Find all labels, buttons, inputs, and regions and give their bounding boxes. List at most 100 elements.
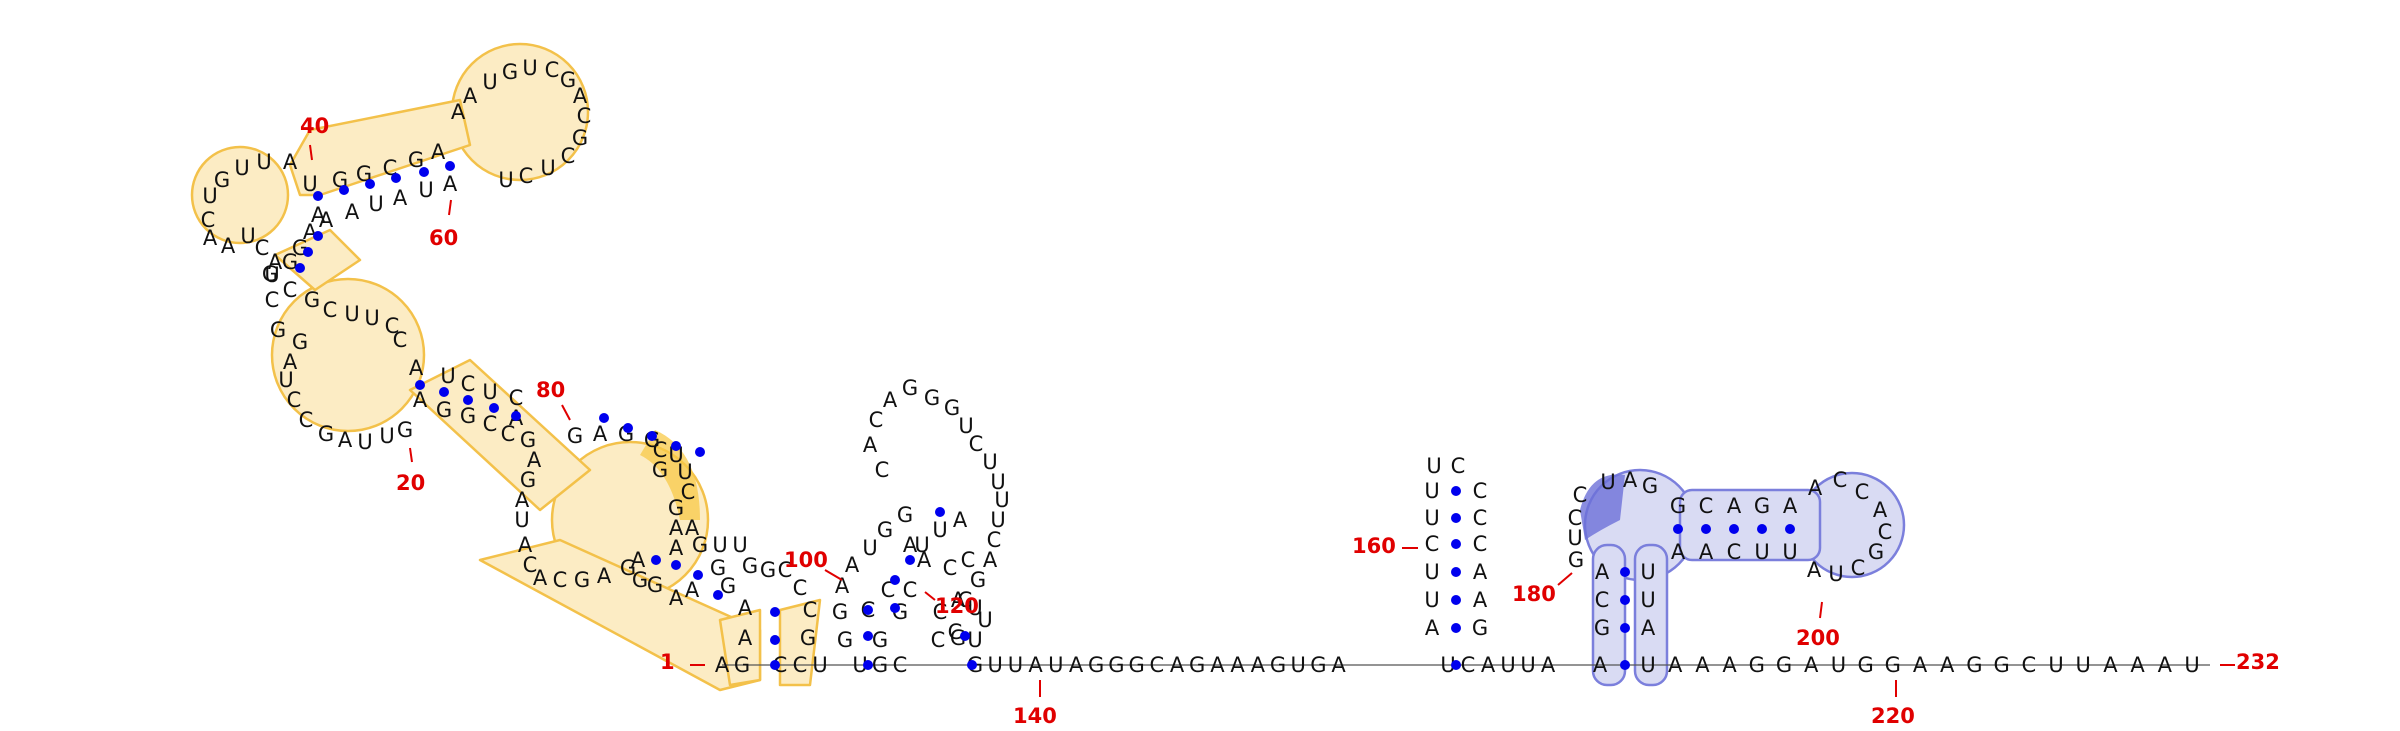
nucleotide-e04: G [710,556,726,580]
nucleotide-m06: A [669,516,684,540]
nucleotide-s27: A [311,203,326,227]
nucleotide-h09: U [712,533,727,557]
nucleotide-n004: C [1568,506,1583,530]
nucleotide-n017: C [1699,494,1714,518]
nucleotide-v11: G [970,568,986,592]
tick-20 [409,447,413,463]
nucleotide-m12: C [1473,532,1488,556]
base-pair-dot [695,447,705,457]
number-220: 220 [1871,704,1915,728]
nucleotide-y12: A [1940,653,1955,677]
base-pair-dot [647,431,657,441]
nucleotide-y11: A [1913,653,1928,677]
nucleotide-q12: A [443,172,458,196]
nucleotide-n014: A [1623,468,1638,492]
numbering-ticks [309,144,2235,697]
base-pair-dot [1451,623,1461,633]
nucleotide-n011: U [1640,588,1655,612]
number-232: 232 [2236,650,2280,674]
nucleotide-s16: C [299,408,314,432]
nucleotide-h16: C [501,422,516,446]
nucleotide-h02: G [800,626,816,650]
nucleotide-t13: A [1210,653,1225,677]
base-pair-dot [391,173,401,183]
nucleotide-x17: A [903,533,918,557]
nucleotide-v08: U [990,508,1005,532]
nucleotide-q13: A [451,100,466,124]
base-pair-dot [419,167,429,177]
nucleotide-q10: A [393,186,408,210]
nucleotide-n018: A [1727,494,1742,518]
nucleotide-q19: G [560,68,576,92]
nucleotide-n003: C [1573,483,1588,507]
nucleotide-v07: U [994,488,1009,512]
nucleotide-x27: C [1451,454,1466,478]
number-80: 80 [536,378,565,402]
nucleotide-s02: U [440,364,455,388]
nucleotide-s15: G [318,422,334,446]
nucleotide-h05: C [778,558,793,582]
nucleotide-s21: G [270,318,286,342]
nucleotide-y05: G [1472,616,1488,640]
nucleotide-u01: U [852,653,867,677]
nucleotide-w05: A [1541,653,1556,677]
nucleotide-v03: U [958,414,973,438]
nucleotide-q27: G [262,262,278,286]
position-numbers: 1 20 40 60 80 100 120 140 160 180 200 22… [300,114,2280,728]
tick-60 [448,199,452,216]
nucleotide-y05: G [1749,653,1765,677]
nucleotide-s17: C [287,388,302,412]
nucleotide-y03: A [1695,653,1710,677]
nucleotide-x30: C [1425,532,1440,556]
nucleotide-l06: C [903,578,918,602]
base-pair-dot [1785,524,1795,534]
nucleotide-n022: A [1699,540,1714,564]
base-pair-dot [770,635,780,645]
nucleotide-q14: A [463,84,478,108]
nucleotide-q20: A [573,84,588,108]
nucleotide-t03: U [1008,653,1023,677]
nucleotide-s11: G [397,418,413,442]
number-40: 40 [300,114,329,138]
base-pair-dot [1451,595,1461,605]
nucleotide-m01: A [685,578,700,602]
nucleotide-y20: A [2158,653,2173,677]
nucleotide-e02: A [738,596,753,620]
nucleotide-h19: U [1782,540,1797,564]
nucleotide-n009: G [1594,616,1610,640]
nucleotide-s05: C [509,386,524,410]
nucleotide-x11: G [574,568,590,592]
nucleotide-x15: A [518,533,533,557]
nucleotide-l02: C [793,653,808,677]
base-pair-dot [295,263,305,273]
nucleotide-t19: A [1331,653,1346,677]
nucleotide-h12: A [413,388,428,412]
nucleotide-q23: C [561,144,576,168]
nucleotide-s13: U [357,430,372,454]
nucleotide-q17: U [522,56,537,80]
base-pair-dot [1451,539,1461,549]
nucleotide-y04: A [1722,653,1737,677]
nucleotide-s29: C [255,236,270,260]
nucleotide-x22: U [967,596,982,620]
nucleotide-w01: C [1461,653,1476,677]
nucleotide-t17: U [1291,653,1306,677]
base-pair-dot [713,590,723,600]
nucleotide-t07: G [1088,653,1104,677]
nucleotide-y17: U [2076,653,2091,677]
nucleotide-v02: G [944,396,960,420]
base-pair-dot [905,555,915,565]
nucleotide-w04: U [1520,653,1535,677]
nucleotide-v14: C [948,620,963,644]
base-pair-dot [863,605,873,615]
domain-b-accent [1580,474,1625,540]
nucleotide-q26: U [498,168,513,192]
nucleotide-t11: A [1170,653,1185,677]
base-pair-dot [303,247,313,257]
nucleotide-u07: A [883,388,898,412]
base-pair-dot [1620,595,1630,605]
nucleotide-s03: C [461,372,476,396]
nucleotide-d03: A [845,553,860,577]
nucleotide-n016: G [1670,494,1686,518]
